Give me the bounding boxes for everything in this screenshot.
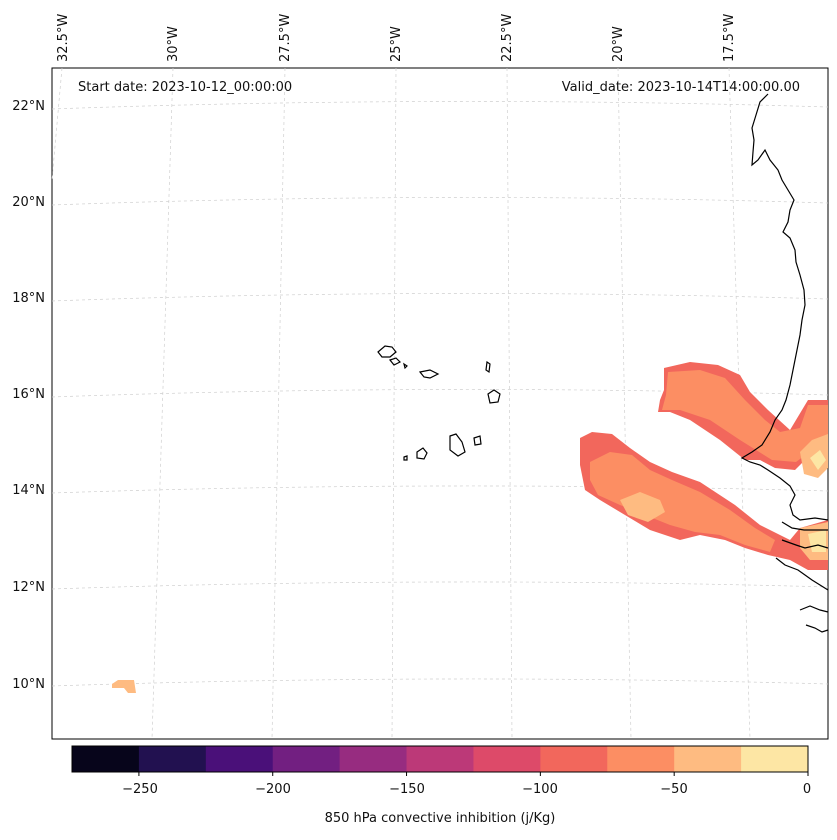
cin-region-north-inner [662,370,828,462]
island-boa-vista [487,389,501,404]
island-sao-nicolau [418,369,440,379]
grid-lon-20 [617,67,632,740]
colorbar-frame [71,745,809,773]
colorbar-swatch [138,746,207,772]
lat-label-10: 10°N [12,677,45,692]
cin-region-south-light [620,492,665,522]
grid-lat-10 [51,678,829,687]
cin-region-north-lightest [810,450,826,470]
cin-region-south-inner [590,452,775,552]
lon-label-32-5: 32.5°W [56,14,71,62]
lat-label-12: 12°N [12,580,45,595]
colorbar-tick-label: −200 [255,782,291,797]
colorbar-tick-label: −50 [660,782,687,797]
grid-lon-30 [151,67,174,740]
grid-lon-32-5 [51,67,63,181]
colorbar-title: 850 hPa convective inhibition (j/Kg) [325,811,556,826]
colorbar-swatch [741,746,809,772]
colorbar: −250 −200 −150 −100 −50 0 850 hPa convec… [71,745,811,826]
lon-label-17-5: 17.5°W [722,14,737,62]
grid-lat-12 [51,581,829,590]
colorbar-ticks [138,772,809,776]
grid-lon-27-5 [271,67,286,740]
grid-lon-25 [391,67,397,740]
grid-lat-22 [51,101,829,110]
island-santa-luzia [403,362,408,370]
graticule [51,67,829,740]
valid-date-label: Valid_date: 2023-10-14T14:00:00.00 [562,80,800,95]
grid-lat-18 [51,293,829,302]
lon-label-25: 25°W [389,26,404,62]
colorbar-swatch [607,746,675,772]
colorbar-tick-label: −150 [389,782,425,797]
island-santo-antao [377,345,397,358]
start-date-label: Start date: 2023-10-12_00:00:00 [78,80,292,95]
grid-lon-22-5 [506,67,513,740]
colorbar-swatch [339,746,408,772]
colorbar-tick-label: −250 [122,782,158,797]
lat-label-22: 22°N [12,99,45,114]
grid-lat-14 [51,485,829,494]
lon-label-22-5: 22.5°W [500,14,515,62]
colorbar-swatch [674,746,742,772]
island-sao-vicente [388,357,402,366]
colorbar-swatches [72,746,809,772]
colorbar-swatch [272,746,341,772]
lat-label-14: 14°N [12,483,45,498]
island-brava [403,455,408,461]
gambia-coast [781,521,829,549]
lat-label-20: 20°N [12,195,45,210]
colorbar-swatch [72,746,140,772]
coastlines [377,93,829,633]
island-santiago [449,433,466,457]
colorbar-swatch [205,746,274,772]
colorbar-swatch [406,746,474,772]
lon-label-20: 20°W [611,26,626,62]
lat-label-16: 16°N [12,387,45,402]
lon-label-27-5: 27.5°W [278,14,293,62]
grid-lat-20 [51,197,829,206]
colorbar-tick-label: −100 [522,782,558,797]
colorbar-swatch [540,746,608,772]
colorbar-tick-label: 0 [803,782,811,797]
colorbar-swatch [473,746,541,772]
island-fogo [416,447,428,460]
lon-axis: 32.5°W 30°W 27.5°W 25°W 22.5°W 20°W 17.5… [56,14,737,62]
island-sal [485,360,491,374]
cin-field [112,362,828,693]
lat-label-18: 18°N [12,291,45,306]
africa-coast [740,93,829,521]
grid-lon-17-5 [728,67,751,740]
cin-region-southwest-patch [112,680,136,693]
island-maio [473,435,482,446]
lat-axis: 22°N 20°N 18°N 16°N 14°N 12°N 10°N [12,99,45,692]
guinea-coast [775,557,829,633]
lon-label-30: 30°W [166,26,181,62]
